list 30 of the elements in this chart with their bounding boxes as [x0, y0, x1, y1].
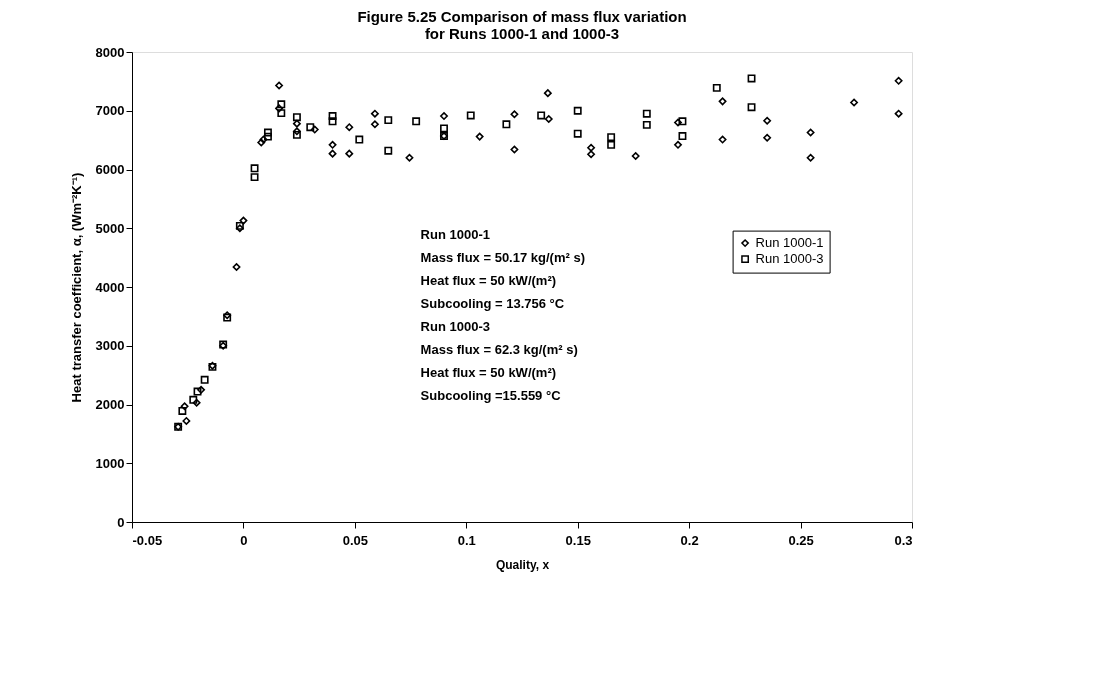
x-tick-label: 0.25 [788, 532, 814, 548]
y-tick-label: 3000 [95, 338, 125, 354]
x-tick-label: -0.05 [132, 532, 163, 548]
annotation: Run 1000-1 [420, 227, 490, 243]
annotation: Subcooling = 13.756 °C [420, 296, 565, 312]
y-tick-label: 0 [117, 514, 125, 530]
annotation: Mass flux = 50.17 kg/(m² s) [420, 250, 585, 266]
x-tick-label: 0.3 [894, 532, 913, 548]
chart-title: Figure 5.25 Comparison of mass flux variation for Runs 1000-1 and 1000-3 [357, 8, 687, 42]
annotation: Heat flux = 50 kW/(m²) [420, 365, 557, 381]
x-axis-title: Quality, x [495, 557, 550, 572]
y-tick-label: 2000 [95, 397, 125, 412]
legend-label: Run 1000-3 [755, 251, 824, 267]
annotation: Run 1000-3 [420, 319, 490, 335]
y-tick-label: 1000 [95, 455, 125, 471]
y-tick-label: 5000 [95, 220, 125, 236]
y-tick-label: 4000 [95, 279, 125, 295]
y-tick-label: 6000 [95, 162, 125, 177]
x-tick-label: 0.15 [565, 532, 591, 548]
annotation: Heat flux = 50 kW/(m²) [420, 273, 557, 289]
x-tick-label: 0.2 [680, 532, 699, 548]
x-tick-label: 0.05 [342, 532, 369, 548]
y-axis-title: Heat transfer coefficient, α, (Wm⁻²K⁻¹) [68, 172, 84, 403]
x-tick-label: 0.1 [457, 532, 476, 548]
legend-label: Run 1000-1 [755, 235, 824, 251]
y-tick-label: 7000 [95, 103, 125, 119]
x-tick-label: 0 [240, 532, 248, 548]
annotation: Mass flux = 62.3 kg/(m² s) [420, 342, 578, 358]
annotation: Subcooling =15.559 °C [420, 388, 562, 404]
y-tick-label: 8000 [95, 44, 125, 60]
